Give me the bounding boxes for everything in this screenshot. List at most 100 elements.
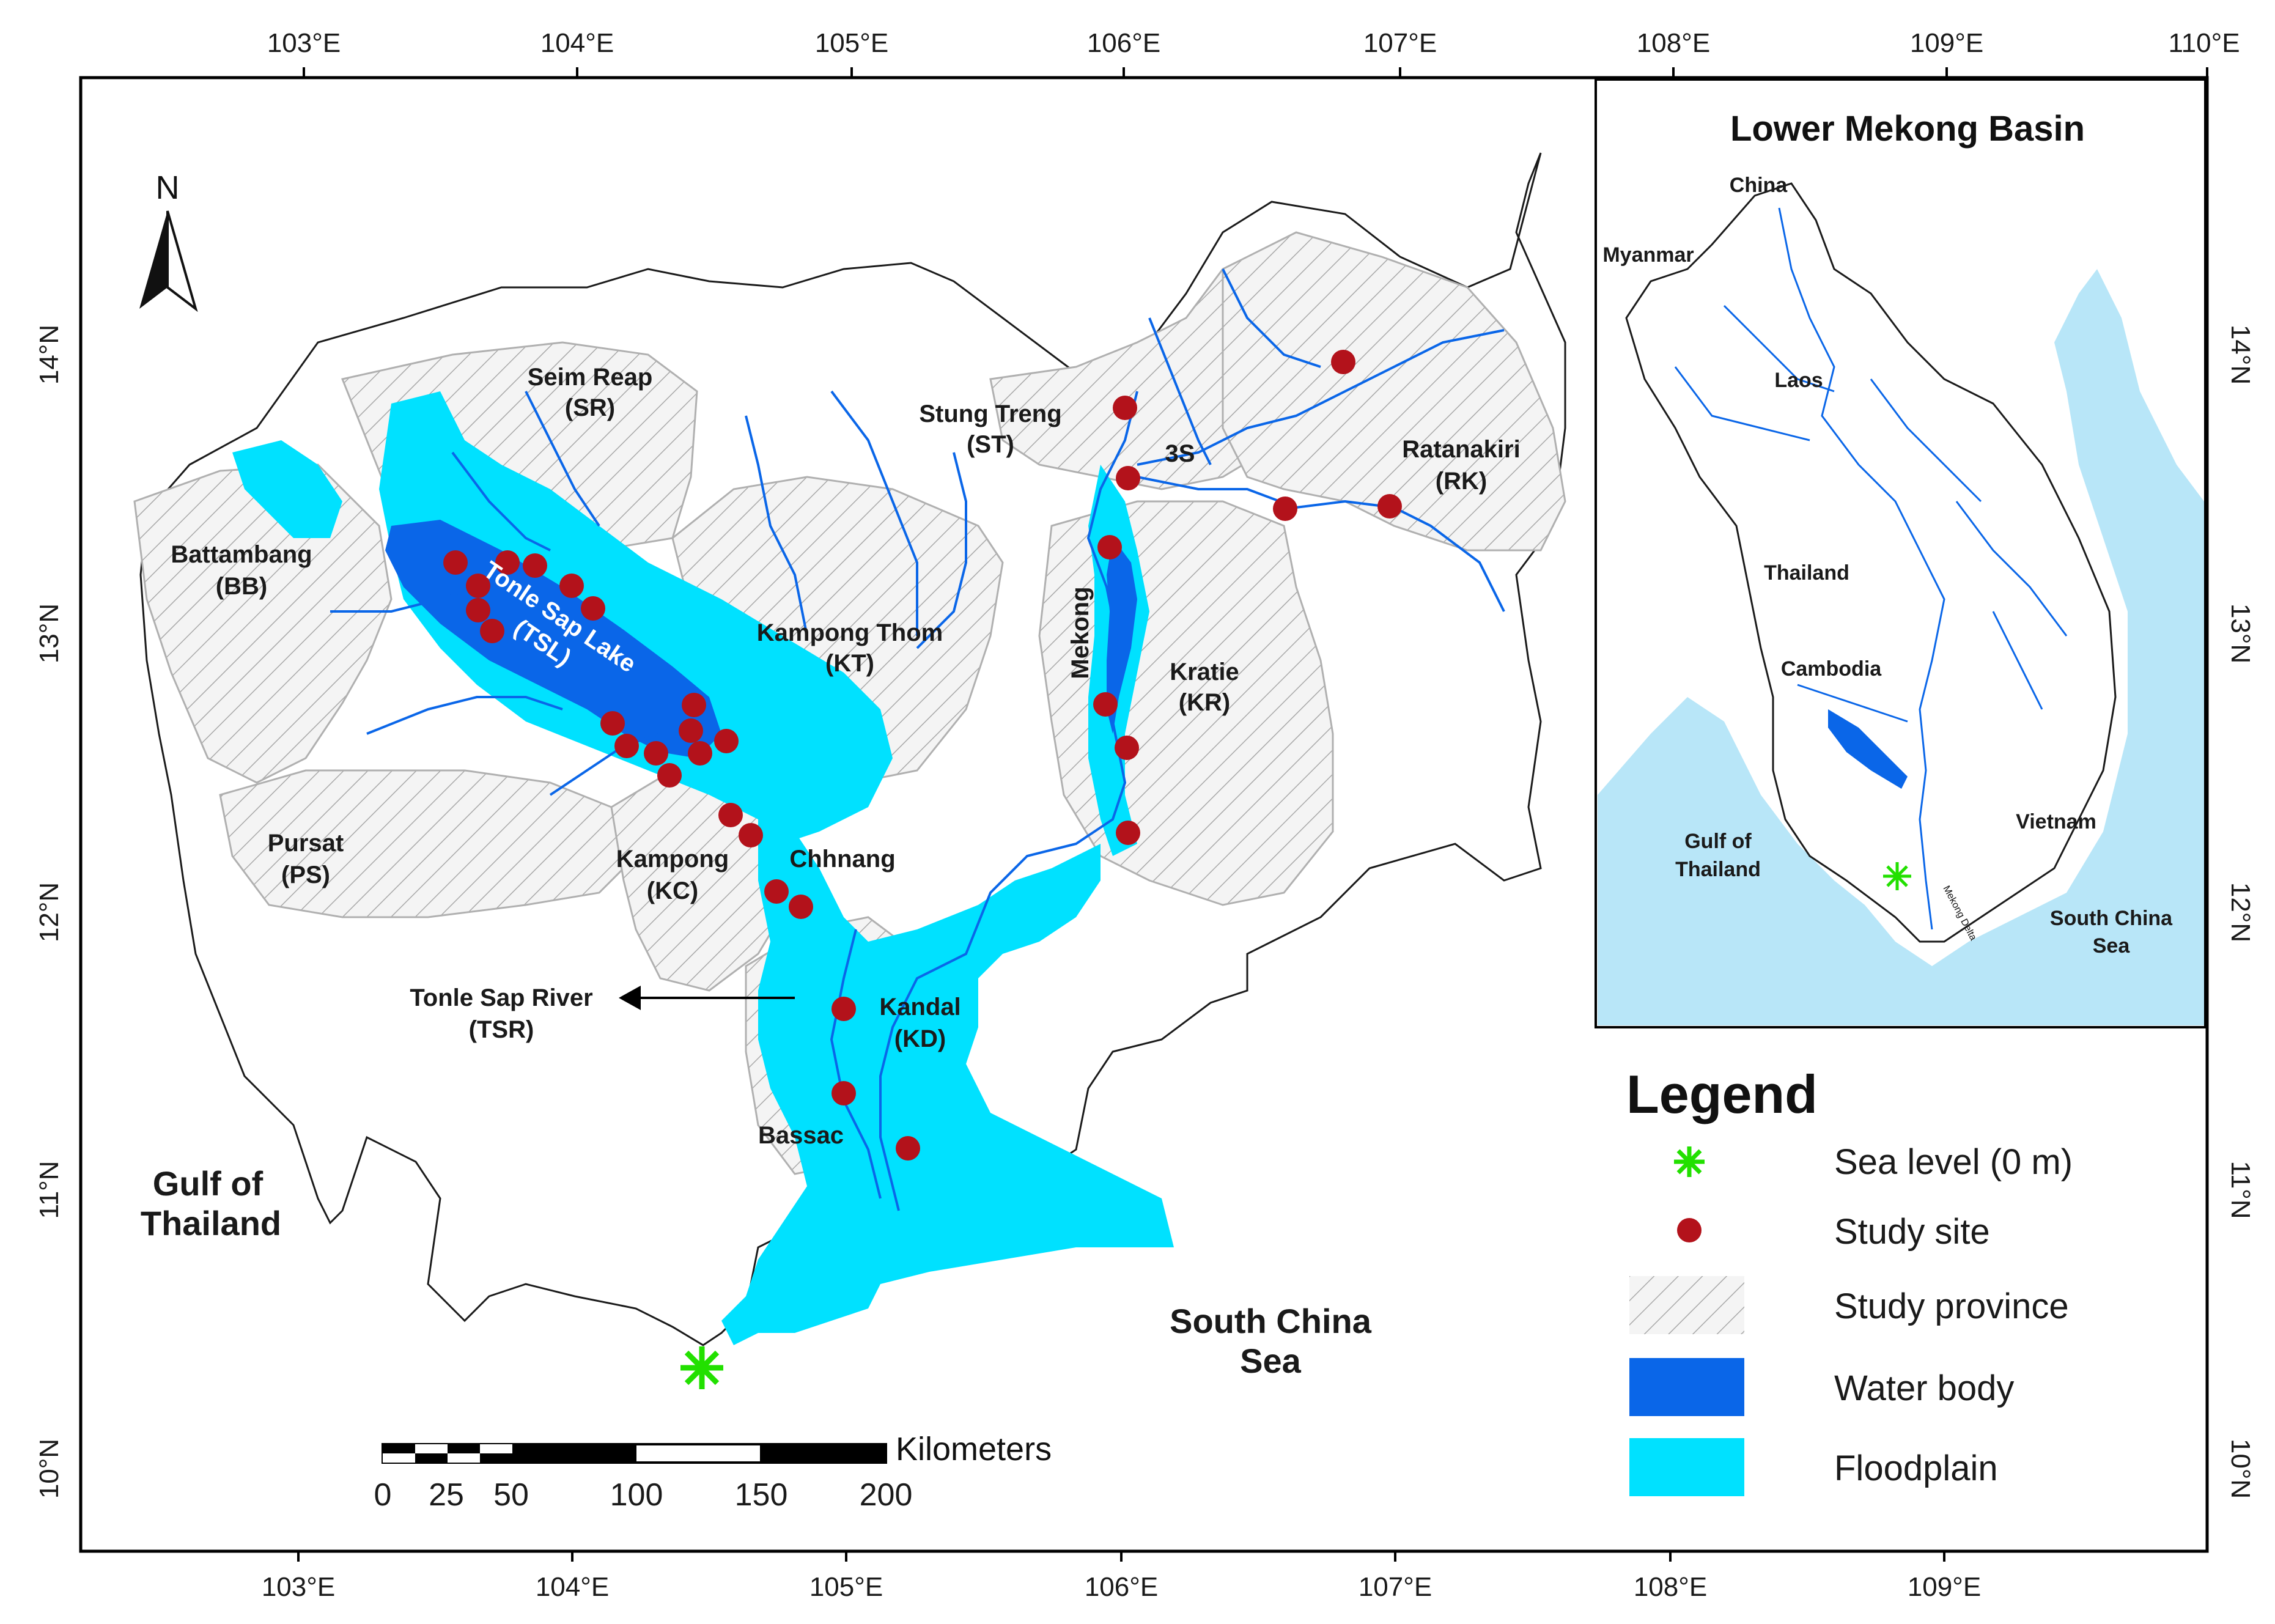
study-site [466, 598, 490, 622]
lon-tick-bottom-104: 104°E [536, 1572, 609, 1602]
label-battambang: Battambang [171, 541, 312, 568]
legend-title: Legend [1626, 1064, 1818, 1124]
lat-tick-left-13: 13°N [34, 603, 64, 663]
inset-label-scs-line2: Sea [2093, 934, 2131, 958]
floodplain-tonle-sap [379, 391, 893, 844]
study-site [789, 895, 813, 919]
lon-tick-top-110: 110°E [2168, 28, 2240, 58]
study-sites [443, 350, 1402, 1161]
province-pursat [219, 769, 637, 918]
study-site [466, 574, 490, 598]
label-kandal-code: (KD) [894, 1025, 946, 1052]
legend-label-floodplain: Floodplain [1834, 1449, 1998, 1488]
tonle-sap-river-pointer [619, 986, 795, 1010]
study-site [1116, 466, 1140, 490]
cyan-swatch [1629, 1438, 1744, 1496]
label-3s: 3S [1165, 440, 1195, 467]
floodplain-west-lake [232, 440, 342, 538]
study-site [1097, 535, 1122, 559]
inset-sea-level-marker [1883, 862, 1911, 890]
province-ratanakiri [1222, 231, 1566, 552]
floodplain-river-corridor [721, 807, 1174, 1345]
study-site [443, 550, 468, 575]
label-mekong: Mekong [1067, 586, 1094, 679]
study-site [1115, 736, 1139, 760]
bottom-longitude-ticks [297, 1551, 1945, 1562]
label-kratie: Kratie [1170, 659, 1239, 685]
study-site [682, 693, 706, 717]
study-site [1113, 396, 1137, 420]
label-chhnang: Chhnang [789, 846, 895, 873]
legend-label-study-province: Study province [1834, 1286, 2069, 1326]
study-site [764, 879, 789, 904]
legend-label-study-site: Study site [1834, 1212, 1990, 1252]
inset-label-gulf-line1: Gulf of [1684, 830, 1752, 853]
scale-tick-50: 50 [493, 1477, 529, 1513]
lon-tick-bottom-106: 106°E [1085, 1572, 1158, 1602]
study-site [523, 553, 547, 578]
study-site [480, 619, 504, 643]
label-kampong: Kampong [616, 846, 729, 873]
study-site [559, 574, 584, 598]
label-gulf-of-thailand-line1: Gulf of [153, 1164, 264, 1203]
north-arrow-label: N [156, 169, 180, 206]
study-site [644, 741, 668, 766]
lon-tick-top-106: 106°E [1087, 28, 1160, 58]
mekong-upper-channel [1107, 538, 1137, 734]
sea-level-marker [680, 1346, 723, 1389]
lon-tick-bottom-107: 107°E [1359, 1572, 1432, 1602]
study-site [1093, 692, 1118, 717]
lat-tick-right-10: 10°N [2225, 1439, 2255, 1499]
legend: Legend Sea level (0 m) Study site Study … [1626, 1064, 2073, 1496]
study-site [714, 729, 739, 753]
north-arrow-icon [139, 211, 168, 309]
study-site [495, 550, 520, 575]
study-site [1377, 494, 1402, 519]
study-site [1331, 350, 1355, 374]
label-ratanakiri: Ratanakiri [1402, 436, 1520, 463]
label-kampong-code: (KC) [647, 877, 698, 904]
label-pursat-code: (PS) [281, 862, 330, 888]
scale-bar: Kilometers [382, 1431, 1052, 1467]
lat-tick-right-11: 11°N [2225, 1161, 2255, 1219]
label-south-china-sea-line2: Sea [1240, 1342, 1301, 1380]
lat-tick-left-11: 11°N [34, 1161, 64, 1219]
green-star-icon [1674, 1146, 1705, 1177]
lon-tick-top-103: 103°E [267, 28, 341, 58]
scale-unit: Kilometers [896, 1431, 1052, 1467]
blue-swatch [1629, 1358, 1744, 1416]
inset-label-china: China [1730, 174, 1788, 197]
inset-tonle-sap [1828, 709, 1908, 789]
inset-label-thailand: Thailand [1764, 561, 1849, 585]
inset-label-laos: Laos [1774, 369, 1823, 392]
study-site [614, 734, 639, 758]
hatch-swatch [1629, 1276, 1744, 1334]
study-site [600, 711, 625, 736]
lon-tick-bottom-105: 105°E [809, 1572, 883, 1602]
study-site [1116, 821, 1140, 845]
scale-tick-150: 150 [735, 1477, 788, 1513]
label-stung-treng: Stung Treng [919, 400, 1061, 427]
rivers [330, 268, 1505, 1211]
study-site [739, 823, 763, 847]
legend-label-water-body: Water body [1834, 1368, 2014, 1408]
lat-tick-left-10: 10°N [34, 1439, 64, 1499]
label-stung-treng-code: (ST) [967, 431, 1014, 458]
study-site [581, 596, 605, 621]
inset-label-cambodia: Cambodia [1781, 657, 1882, 681]
label-gulf-of-thailand-line2: Thailand [141, 1204, 281, 1242]
lat-tick-right-12: 12°N [2225, 882, 2255, 942]
lon-tick-top-104: 104°E [540, 28, 614, 58]
north-arrow: N [139, 169, 198, 312]
lat-tick-left-14: 14°N [34, 325, 64, 385]
label-tonle-sap-river-code: (TSR) [469, 1016, 534, 1043]
label-kandal: Kandal [879, 994, 961, 1021]
top-longitude-ticks [303, 67, 2208, 78]
lon-tick-top-107: 107°E [1363, 28, 1437, 58]
study-site [1273, 496, 1297, 521]
label-seim-reap: Seim Reap [528, 364, 653, 391]
study-site [688, 741, 712, 766]
scale-tick-0: 0 [374, 1477, 392, 1513]
label-tonle-sap-river: Tonle Sap River [410, 984, 592, 1011]
